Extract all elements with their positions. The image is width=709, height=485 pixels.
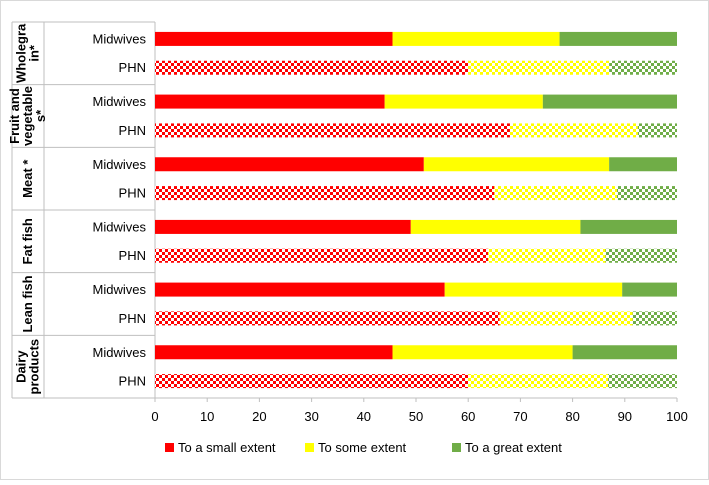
bar-segment (155, 248, 489, 263)
legend-swatch (165, 443, 174, 452)
bar-segment (499, 311, 633, 326)
group-label-line: Fat fish (20, 218, 35, 264)
bar-segment (616, 186, 677, 201)
bar-segment (622, 282, 677, 297)
row-label: Midwives (93, 31, 147, 46)
row-label: Midwives (93, 94, 147, 109)
bar-segment (155, 94, 385, 109)
group-label-line: s* (33, 109, 48, 122)
bar-segment (392, 31, 560, 46)
x-tick-label: 100 (666, 409, 688, 424)
group-label-line: vegetable (20, 86, 35, 146)
bar-segment (637, 123, 677, 138)
bar-segment (423, 157, 610, 172)
x-tick-label: 10 (200, 409, 214, 424)
x-tick-label: 40 (357, 409, 371, 424)
x-tick-label: 0 (151, 409, 158, 424)
bar-segment (572, 345, 677, 360)
group-label: Meat * (20, 159, 35, 198)
bar-segment (488, 248, 606, 263)
x-tick-label: 20 (252, 409, 266, 424)
bar-segment (632, 311, 677, 326)
bar-segment (609, 60, 677, 75)
bar-segment (155, 157, 424, 172)
bar-segment (468, 374, 609, 389)
x-tick-label: 90 (618, 409, 632, 424)
group-label-line: products (27, 339, 42, 395)
group-label: Dairyproducts (14, 339, 42, 395)
group-label-line: Wholegra (14, 23, 29, 83)
legend-label: To a small extent (178, 440, 276, 455)
row-label: PHN (119, 60, 146, 75)
legend-label: To some extent (318, 440, 407, 455)
bar-segment (155, 60, 469, 75)
bar-segment (559, 31, 677, 46)
bar-segment (609, 157, 677, 172)
row-label: PHN (119, 186, 146, 201)
legend-swatch (452, 443, 461, 452)
bar-segment (155, 311, 500, 326)
bar-segment (494, 186, 617, 201)
bar-segment (542, 94, 677, 109)
bar-segment (384, 94, 543, 109)
group-label: Fat fish (20, 218, 35, 264)
group-label: Wholegrain* (14, 23, 42, 83)
row-label: Midwives (93, 345, 147, 360)
row-label: Midwives (93, 219, 147, 234)
group-label-line: Fruit and (7, 88, 22, 144)
legend-swatch (305, 443, 314, 452)
x-tick-label: 70 (513, 409, 527, 424)
bar-segment (155, 186, 495, 201)
row-label: PHN (119, 374, 146, 389)
group-label: Lean fish (20, 275, 35, 332)
bar-segment (155, 219, 411, 234)
x-tick-label: 50 (409, 409, 423, 424)
row-label: PHN (119, 123, 146, 138)
bar-segment (444, 282, 623, 297)
group-label-line: in* (27, 44, 42, 62)
row-label: PHN (119, 311, 146, 326)
bar-segment (468, 60, 610, 75)
bar-segment (605, 248, 677, 263)
bar-segment (155, 123, 510, 138)
row-label: PHN (119, 248, 146, 263)
bar-segment (580, 219, 677, 234)
bar-segment (155, 345, 393, 360)
x-tick-label: 80 (565, 409, 579, 424)
row-label: Midwives (93, 157, 147, 172)
bar-segment (410, 219, 581, 234)
bar-segment (155, 31, 393, 46)
group-label-line: Dairy (14, 350, 29, 383)
group-label-line: Meat * (20, 159, 35, 198)
bar-segment (392, 345, 573, 360)
bar-segment (509, 123, 638, 138)
bar-segment (155, 374, 469, 389)
bar-segment (608, 374, 677, 389)
bar-segment (155, 282, 445, 297)
group-label-line: Lean fish (20, 275, 35, 332)
row-label: Midwives (93, 282, 147, 297)
group-label: Fruit andvegetables* (7, 86, 48, 146)
legend-label: To a great extent (465, 440, 562, 455)
x-tick-label: 60 (461, 409, 475, 424)
x-tick-label: 30 (304, 409, 318, 424)
